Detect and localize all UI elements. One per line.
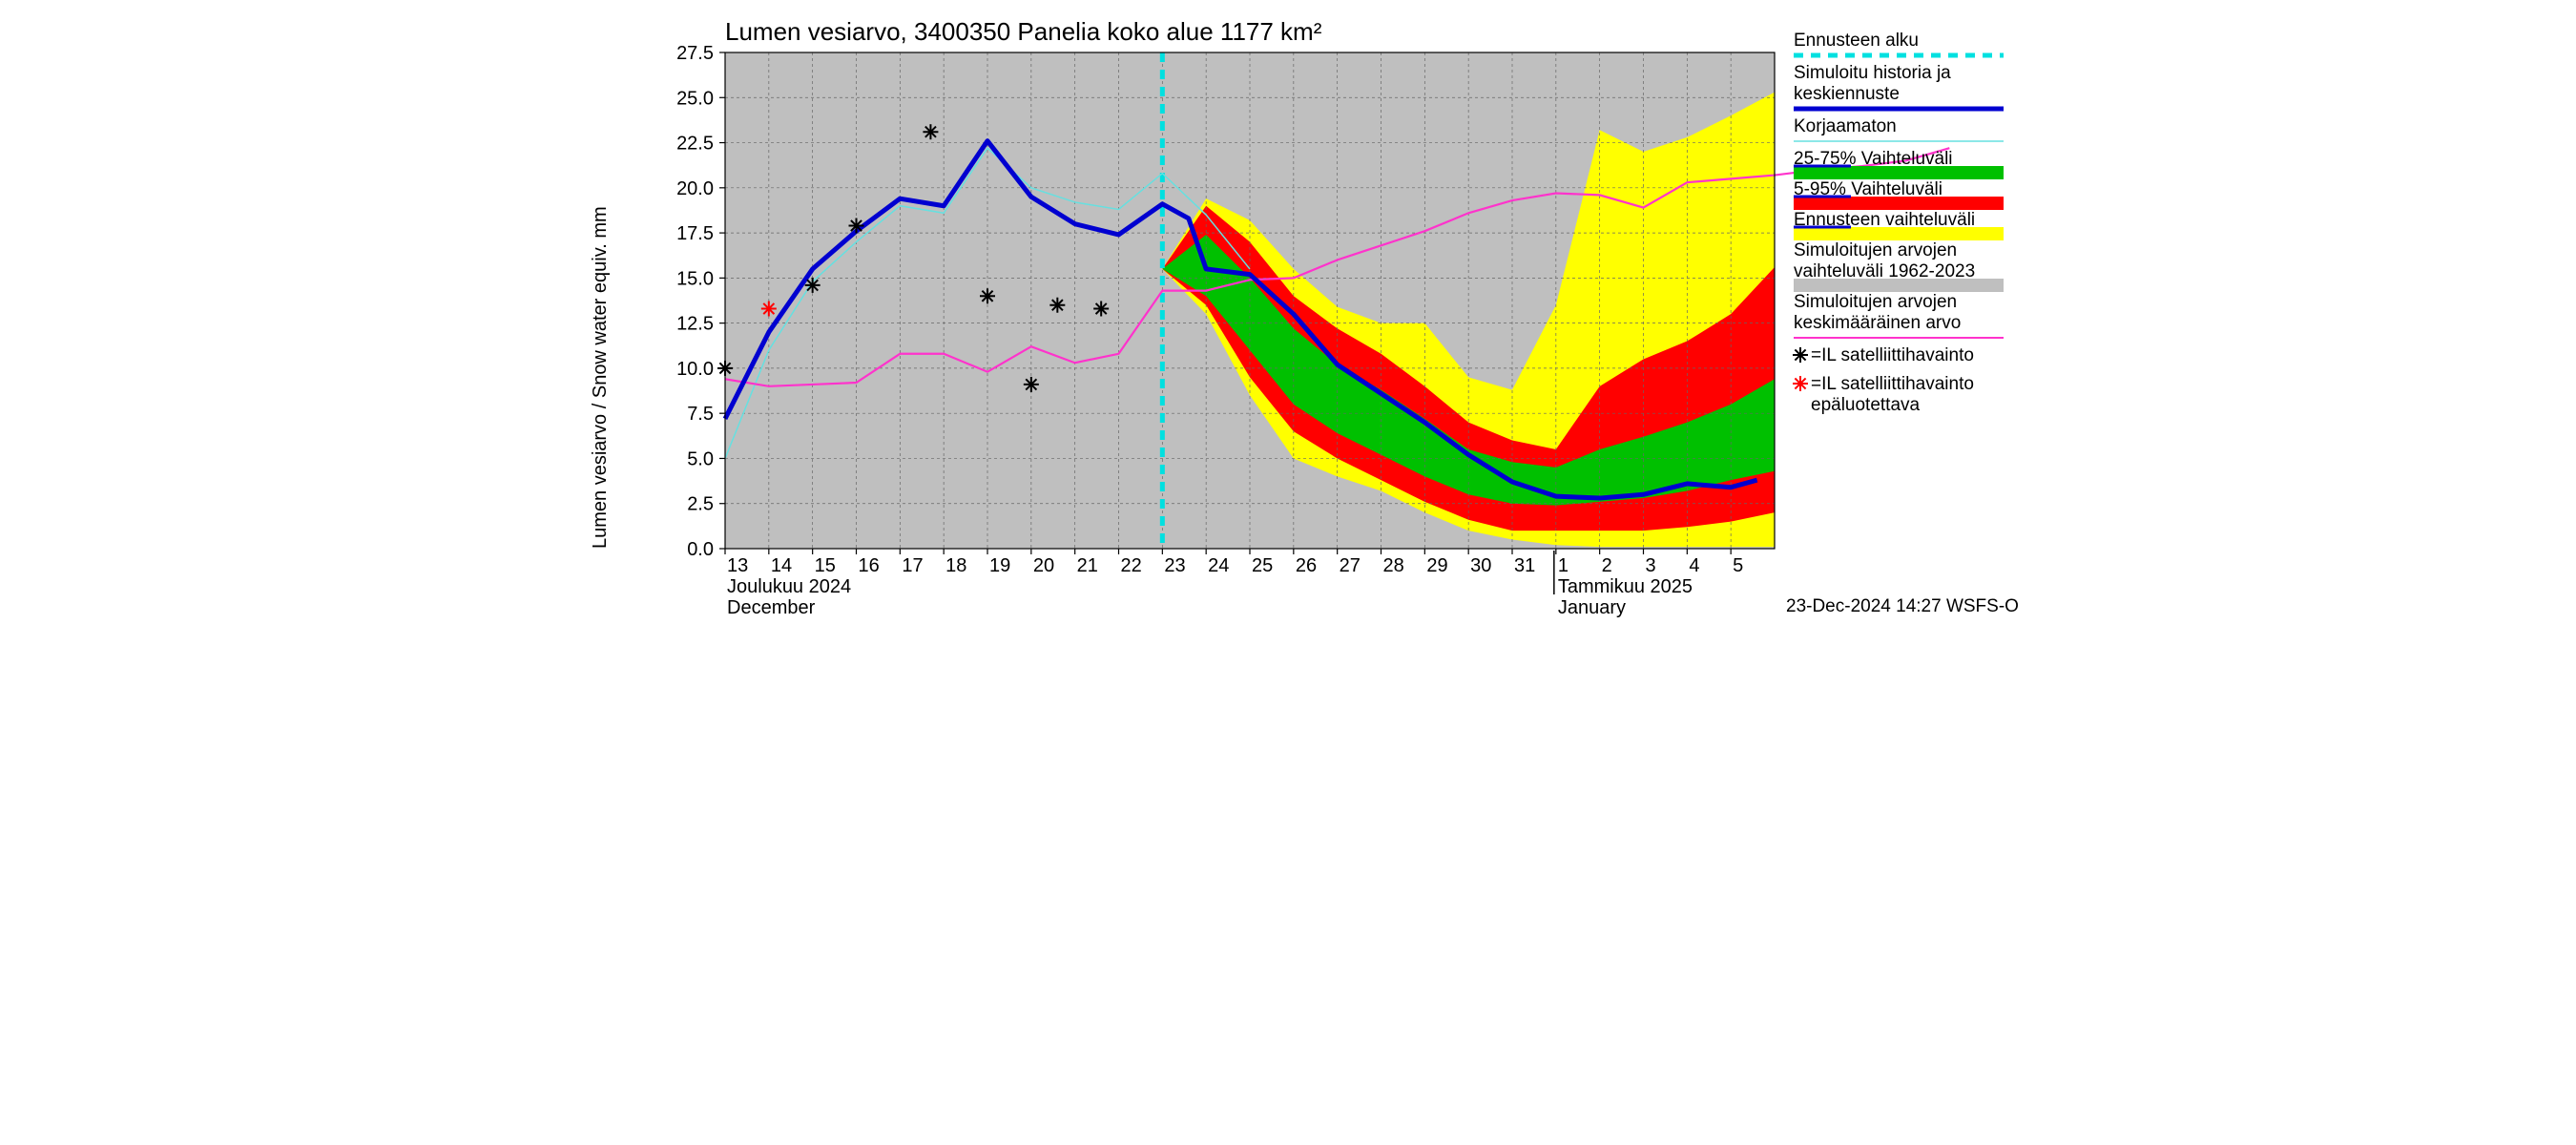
legend-label: vaihteluväli 1962-2023 [1794, 261, 1975, 281]
marker-sat-obs-unreliable [761, 302, 777, 317]
x-tick-label: 18 [945, 555, 966, 576]
x-tick-label: 17 [902, 555, 923, 576]
legend-swatch [1794, 197, 2004, 210]
marker-sat-obs [980, 288, 995, 303]
x-tick-label: 25 [1252, 555, 1273, 576]
y-tick-label: 22.5 [676, 134, 714, 155]
legend-label: Ennusteen alku [1794, 31, 1919, 51]
y-tick-label: 2.5 [687, 494, 714, 515]
x-tick-label: 31 [1514, 555, 1535, 576]
y-tick-label: 20.0 [676, 178, 714, 199]
legend-swatch [1794, 227, 2004, 240]
x-tick-label: 22 [1121, 555, 1142, 576]
marker-sat-obs [849, 219, 864, 234]
x-tick-label: 26 [1296, 555, 1317, 576]
x-tick-label: 1 [1558, 555, 1568, 576]
legend-marker-icon [1793, 376, 1808, 391]
legend-swatch [1794, 279, 2004, 292]
x-tick-label: 5 [1733, 555, 1743, 576]
month-label-en: December [727, 597, 816, 618]
legend-label: =IL satelliittihavainto [1811, 374, 1974, 394]
month-label-fi: Tammikuu 2025 [1558, 576, 1693, 597]
x-tick-label: 28 [1383, 555, 1404, 576]
y-tick-label: 27.5 [676, 43, 714, 64]
y-tick-label: 15.0 [676, 268, 714, 289]
x-tick-label: 2 [1602, 555, 1612, 576]
legend-label: Simuloitujen arvojen [1794, 292, 1957, 312]
x-tick-label: 20 [1033, 555, 1054, 576]
x-tick-label: 15 [815, 555, 836, 576]
chart-title: Lumen vesiarvo, 3400350 Panelia koko alu… [725, 17, 1322, 46]
y-tick-label: 12.5 [676, 314, 714, 335]
x-tick-label: 19 [989, 555, 1010, 576]
legend-label: Simuloitujen arvojen [1794, 240, 1957, 260]
legend-label: Simuloitu historia ja [1794, 63, 1951, 83]
x-tick-label: 4 [1689, 555, 1699, 576]
legend-label: Korjaamaton [1794, 116, 1897, 136]
y-tick-label: 25.0 [676, 88, 714, 109]
legend-marker-icon [1793, 347, 1808, 363]
legend-label: keskimääräinen arvo [1794, 313, 1961, 333]
y-tick-label: 0.0 [687, 539, 714, 560]
snow-water-equivalent-chart: 0.0 2.5 5.0 7.5 10.0 12.5 15.0 17.5 20.0 22.5 25.0… [553, 0, 2023, 649]
x-tick-label: 14 [771, 555, 792, 576]
legend-label: epäluotettava [1811, 395, 1921, 415]
x-tick-label: 29 [1426, 555, 1447, 576]
y-axis-label: Lumen vesiarvo / Snow water equiv. mm [590, 206, 611, 549]
month-label-fi: Joulukuu 2024 [727, 576, 851, 597]
legend-swatch [1794, 166, 2004, 179]
timestamp: 23-Dec-2024 14:27 WSFS-O [1786, 596, 2019, 616]
x-tick-label: 13 [727, 555, 748, 576]
legend-label: =IL satelliittihavainto [1811, 345, 1974, 365]
y-tick-label: 5.0 [687, 448, 714, 469]
y-tick-label: 10.0 [676, 359, 714, 380]
y-tick-label: 17.5 [676, 223, 714, 244]
x-tick-label: 24 [1208, 555, 1229, 576]
month-label-en: January [1558, 597, 1626, 618]
x-tick-label: 27 [1340, 555, 1361, 576]
legend-label: keskiennuste [1794, 84, 1900, 104]
x-tick-label: 23 [1164, 555, 1185, 576]
x-tick-label: 3 [1646, 555, 1656, 576]
y-tick-label: 7.5 [687, 404, 714, 425]
x-tick-label: 16 [859, 555, 880, 576]
x-tick-label: 30 [1470, 555, 1491, 576]
x-tick-label: 21 [1077, 555, 1098, 576]
